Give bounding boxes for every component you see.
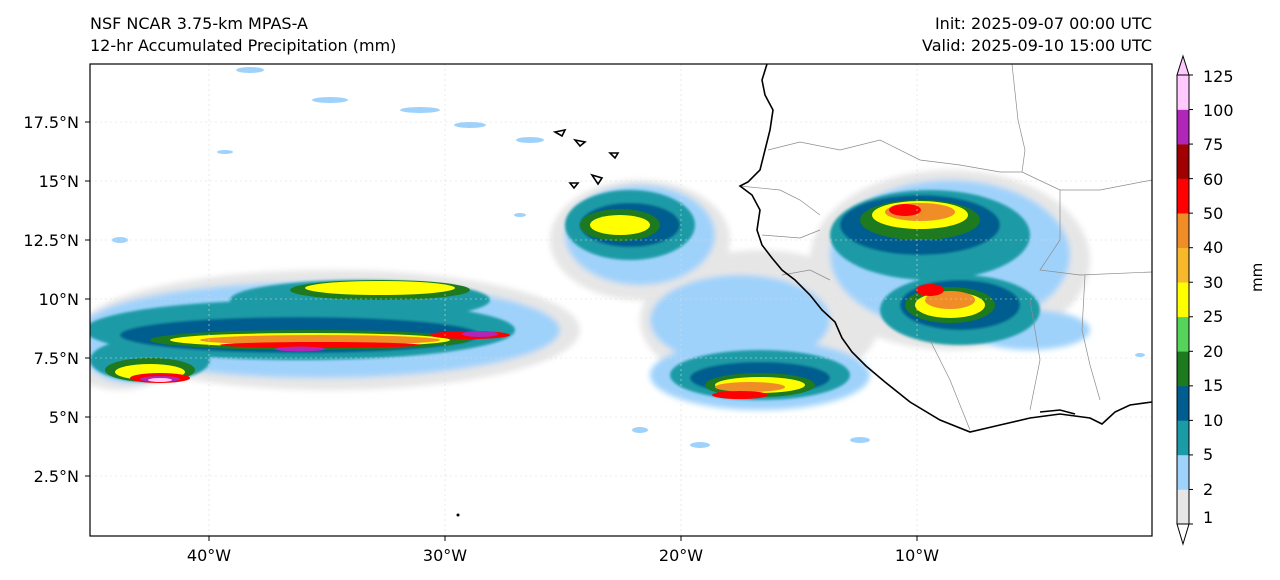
y-tick-label: 15°N — [39, 172, 79, 191]
colorbar-unit: mm — [1248, 262, 1266, 292]
colorbar-segment — [1177, 247, 1189, 283]
colorbar-label: 30 — [1203, 273, 1224, 292]
x-tick-label: 30°W — [423, 546, 467, 565]
colorbar-frame — [1176, 74, 1190, 525]
colorbar-label: 20 — [1203, 342, 1224, 361]
colorbar-segment — [1177, 178, 1189, 214]
colorbar-label: 75 — [1203, 135, 1224, 154]
colorbar-label: 50 — [1203, 204, 1224, 223]
colorbar-segment — [1177, 420, 1189, 456]
colorbar-segment — [1177, 385, 1189, 421]
valid-time: Valid: 2025-09-10 15:00 UTC — [921, 36, 1152, 55]
colorbar-label: 60 — [1203, 170, 1224, 189]
country-borders — [739, 63, 1153, 431]
island-marker — [456, 513, 460, 517]
axis-ticks — [85, 121, 918, 541]
y-tick-label: 12.5°N — [23, 231, 79, 250]
colorbar-label: 5 — [1203, 445, 1214, 464]
init-time: Init: 2025-09-07 00:00 UTC — [934, 14, 1152, 33]
time-info: Init: 2025-09-07 00:00 UTC Valid: 2025-0… — [922, 13, 1152, 57]
y-tick-label: 2.5°N — [34, 467, 79, 486]
colorbar-label: 15 — [1203, 376, 1224, 395]
colorbar-segment — [1177, 109, 1189, 145]
coastline — [552, 63, 1153, 433]
map-title-block: NSF NCAR 3.75-km MPAS-A 12-hr Accumulate… — [90, 13, 396, 57]
colorbar-segment — [1177, 144, 1189, 179]
y-tick-label: 10°N — [39, 290, 79, 309]
colorbar-label: 2 — [1203, 480, 1214, 499]
colorbar-segment — [1177, 454, 1189, 490]
precip-layer — [90, 67, 1145, 448]
gridlines — [90, 64, 1152, 536]
x-tick-label: 20°W — [659, 546, 703, 565]
colorbar-segment — [1177, 489, 1189, 525]
y-tick-label: 17.5°N — [23, 113, 79, 132]
colorbar-label: 125 — [1203, 67, 1234, 86]
colorbar-label: 10 — [1203, 411, 1224, 430]
colorbar-max-arrow — [1176, 54, 1190, 76]
colorbar-min-arrow — [1176, 523, 1190, 546]
colorbar — [1176, 54, 1193, 546]
x-tick-label: 10°W — [895, 546, 939, 565]
model-title: NSF NCAR 3.75-km MPAS-A — [90, 14, 308, 33]
colorbar-segment — [1177, 316, 1189, 352]
colorbar-label: 25 — [1203, 307, 1224, 326]
colorbar-label: 1 — [1203, 508, 1214, 527]
colorbar-segment — [1177, 282, 1189, 318]
y-tick-label: 7.5°N — [34, 349, 79, 368]
colorbar-label: 40 — [1203, 238, 1224, 257]
precip-scatter — [112, 67, 1145, 448]
colorbar-segment — [1177, 75, 1189, 110]
colorbar-segment — [1177, 213, 1189, 248]
plot-frame — [89, 63, 1153, 537]
colorbar-segment — [1177, 351, 1189, 387]
y-tick-label: 5°N — [49, 408, 79, 427]
precip-extreme — [130, 204, 944, 399]
colorbar-label: 100 — [1203, 101, 1234, 120]
x-tick-label: 40°W — [187, 546, 231, 565]
axis-labels: 40°W 30°W 20°W 10°W 2.5°N 5°N 7.5°N 10°N… — [23, 113, 939, 565]
field-title: 12-hr Accumulated Precipitation (mm) — [90, 36, 397, 55]
